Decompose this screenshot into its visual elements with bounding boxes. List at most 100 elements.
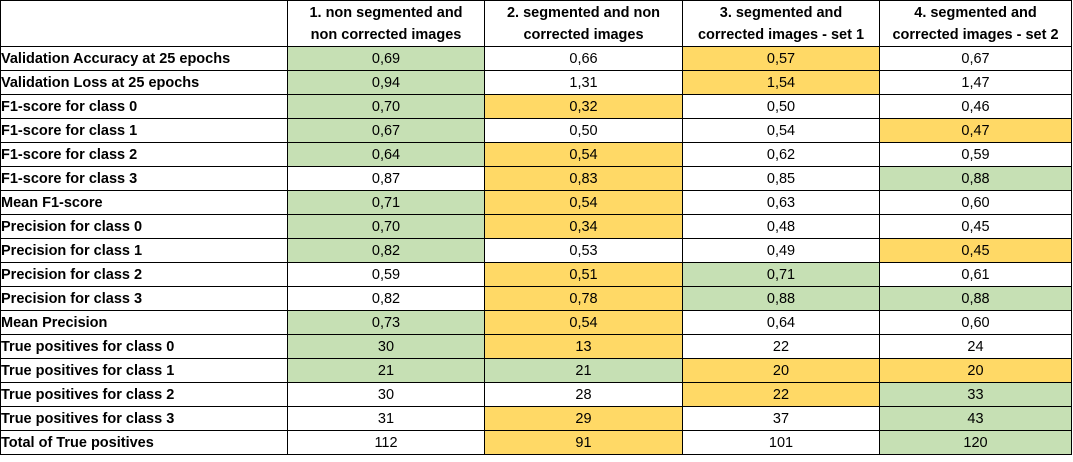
value-cell-col-3: 22: [682, 334, 880, 359]
value-cell-col-1: 0,59: [287, 262, 485, 287]
value-cell-col-2: 29: [484, 406, 683, 431]
value-cell-col-2: 0,54: [484, 190, 683, 215]
header-cell-col-4: 4. segmented and corrected images - set …: [879, 0, 1072, 47]
value-cell-col-2: 0,78: [484, 286, 683, 311]
value-cell-col-3: 0,49: [682, 238, 880, 263]
table-row: Precision for class 1 0,82 0,53 0,49 0,45: [0, 238, 1072, 263]
table-header: 1. non segmented and non corrected image…: [0, 0, 1072, 47]
table-row: True positives for class 0 30 13 22 24: [0, 334, 1072, 359]
value-cell-col-1: 30: [287, 334, 485, 359]
value-cell-col-2: 0,34: [484, 214, 683, 239]
row-label: F1-score for class 3: [0, 166, 288, 191]
value-cell-col-3: 22: [682, 382, 880, 407]
table-row: F1-score for class 3 0,87 0,83 0,85 0,88: [0, 166, 1072, 191]
row-label: F1-score for class 0: [0, 94, 288, 119]
value-cell-col-2: 0,54: [484, 310, 683, 335]
value-cell-col-4: 24: [879, 334, 1072, 359]
value-cell-col-4: 1,47: [879, 70, 1072, 95]
value-cell-col-3: 0,50: [682, 94, 880, 119]
table-row: Precision for class 2 0,59 0,51 0,71 0,61: [0, 262, 1072, 287]
table-body: Validation Accuracy at 25 epochs 0,69 0,66…: [0, 46, 1072, 455]
header-cell-col-1: 1. non segmented and non corrected image…: [287, 0, 485, 47]
value-cell-col-2: 0,83: [484, 166, 683, 191]
value-cell-col-1: 0,73: [287, 310, 485, 335]
header-col-3-line-2: corrected images - set 1: [697, 26, 865, 43]
value-cell-col-2: 91: [484, 430, 683, 455]
header-col-1-line-1: 1. non segmented and: [309, 4, 463, 21]
table-row: F1-score for class 2 0,64 0,54 0,62 0,59: [0, 142, 1072, 167]
value-cell-col-3: 0,48: [682, 214, 880, 239]
value-cell-col-1: 0,82: [287, 238, 485, 263]
value-cell-col-4: 0,60: [879, 310, 1072, 335]
table-row: Validation Accuracy at 25 epochs 0,69 0,66…: [0, 46, 1072, 71]
table-row: F1-score for class 1 0,67 0,50 0,54 0,47: [0, 118, 1072, 143]
value-cell-col-1: 31: [287, 406, 485, 431]
value-cell-col-4: 33: [879, 382, 1072, 407]
row-label: Total of True positives: [0, 430, 288, 455]
value-cell-col-4: 0,60: [879, 190, 1072, 215]
row-label: Precision for class 0: [0, 214, 288, 239]
header-col-1-line-2: non corrected images: [310, 26, 462, 43]
value-cell-col-1: 30: [287, 382, 485, 407]
value-cell-col-4: 0,47: [879, 118, 1072, 143]
value-cell-col-3: 0,57: [682, 46, 880, 71]
row-label: True positives for class 1: [0, 358, 288, 383]
row-label: Precision for class 2: [0, 262, 288, 287]
value-cell-col-3: 101: [682, 430, 880, 455]
value-cell-col-1: 21: [287, 358, 485, 383]
value-cell-col-1: 0,71: [287, 190, 485, 215]
value-cell-col-4: 0,88: [879, 166, 1072, 191]
value-cell-col-4: 0,59: [879, 142, 1072, 167]
header-col-2-line-2: corrected images: [523, 26, 644, 43]
value-cell-col-3: 0,88: [682, 286, 880, 311]
row-label: Precision for class 1: [0, 238, 288, 263]
value-cell-col-4: 0,61: [879, 262, 1072, 287]
header-col-4-line-2: corrected images - set 2: [892, 26, 1059, 43]
table-row: Total of True positives 112 91 101 120: [0, 430, 1072, 455]
row-label: True positives for class 0: [0, 334, 288, 359]
value-cell-col-1: 0,87: [287, 166, 485, 191]
value-cell-col-2: 28: [484, 382, 683, 407]
row-label: F1-score for class 2: [0, 142, 288, 167]
value-cell-col-1: 0,64: [287, 142, 485, 167]
table-row: Precision for class 3 0,82 0,78 0,88 0,88: [0, 286, 1072, 311]
value-cell-col-4: 120: [879, 430, 1072, 455]
value-cell-col-3: 37: [682, 406, 880, 431]
table-row: True positives for class 1 21 21 20 20: [0, 358, 1072, 383]
row-label: Validation Accuracy at 25 epochs: [0, 46, 288, 71]
value-cell-col-1: 0,70: [287, 94, 485, 119]
value-cell-col-3: 1,54: [682, 70, 880, 95]
value-cell-col-4: 0,88: [879, 286, 1072, 311]
value-cell-col-4: 0,45: [879, 214, 1072, 239]
value-cell-col-2: 0,51: [484, 262, 683, 287]
value-cell-col-1: 0,70: [287, 214, 485, 239]
table-row: True positives for class 3 31 29 37 43: [0, 406, 1072, 431]
value-cell-col-2: 13: [484, 334, 683, 359]
value-cell-col-3: 0,54: [682, 118, 880, 143]
header-col-2-line-1: 2. segmented and non: [506, 4, 661, 21]
value-cell-col-4: 0,67: [879, 46, 1072, 71]
row-label: Mean F1-score: [0, 190, 288, 215]
value-cell-col-2: 0,53: [484, 238, 683, 263]
table-row: True positives for class 2 30 28 22 33: [0, 382, 1072, 407]
value-cell-col-1: 0,94: [287, 70, 485, 95]
row-label: Mean Precision: [0, 310, 288, 335]
row-label: Precision for class 3: [0, 286, 288, 311]
header-row: 1. non segmented and non corrected image…: [0, 0, 1072, 47]
value-cell-col-2: 21: [484, 358, 683, 383]
value-cell-col-2: 0,54: [484, 142, 683, 167]
header-cell-col-3: 3. segmented and corrected images - set …: [682, 0, 880, 47]
value-cell-col-3: 0,62: [682, 142, 880, 167]
value-cell-col-2: 1,31: [484, 70, 683, 95]
value-cell-col-2: 0,32: [484, 94, 683, 119]
value-cell-col-4: 0,46: [879, 94, 1072, 119]
value-cell-col-1: 112: [287, 430, 485, 455]
header-col-3-line-1: 3. segmented and: [719, 4, 843, 21]
value-cell-col-4: 20: [879, 358, 1072, 383]
table-row: Validation Loss at 25 epochs 0,94 1,31 1,54…: [0, 70, 1072, 95]
value-cell-col-3: 0,71: [682, 262, 880, 287]
row-label: True positives for class 3: [0, 406, 288, 431]
value-cell-col-3: 20: [682, 358, 880, 383]
value-cell-col-3: 0,85: [682, 166, 880, 191]
